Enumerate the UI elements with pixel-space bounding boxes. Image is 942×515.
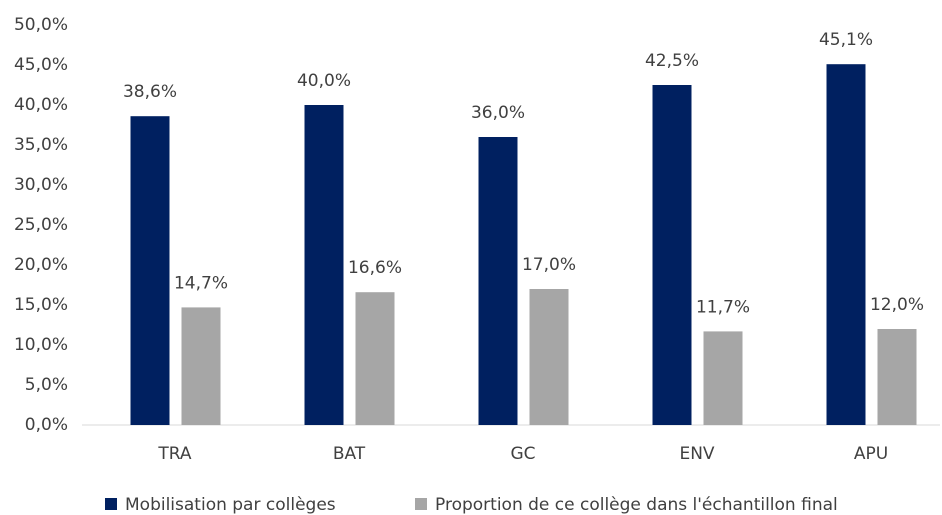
bar [877, 329, 917, 425]
data-label: 12,0% [870, 295, 924, 315]
y-tick-label: 5,0% [25, 375, 68, 395]
y-tick-label: 25,0% [14, 215, 68, 235]
bar [355, 292, 395, 425]
data-label: 16,6% [348, 258, 402, 278]
bar [130, 116, 170, 425]
legend-swatch [105, 498, 117, 510]
y-tick-label: 20,0% [14, 255, 68, 275]
data-label: 45,1% [819, 30, 873, 50]
bar [529, 289, 569, 425]
bar [478, 137, 518, 425]
x-tick-label: APU [854, 444, 888, 464]
x-tick-label: TRA [157, 444, 192, 464]
data-label: 36,0% [471, 103, 525, 123]
bar [826, 64, 866, 425]
bar [304, 105, 344, 425]
data-label: 42,5% [645, 51, 699, 71]
data-label: 11,7% [696, 297, 750, 317]
legend-swatch [415, 498, 427, 510]
data-label: 14,7% [174, 273, 228, 293]
x-tick-label: GC [510, 444, 535, 464]
y-tick-label: 35,0% [14, 135, 68, 155]
y-tick-label: 30,0% [14, 175, 68, 195]
y-tick-label: 0,0% [25, 415, 68, 435]
data-label: 38,6% [123, 82, 177, 102]
data-label: 17,0% [522, 255, 576, 275]
y-tick-label: 50,0% [14, 15, 68, 35]
y-tick-label: 40,0% [14, 95, 68, 115]
y-tick-label: 45,0% [14, 55, 68, 75]
bar [703, 331, 743, 425]
x-tick-label: BAT [333, 444, 366, 464]
bar [652, 85, 692, 425]
data-label: 40,0% [297, 71, 351, 91]
bar [181, 307, 221, 425]
legend-label: Proportion de ce collège dans l'échantil… [435, 495, 838, 515]
x-tick-label: ENV [679, 444, 714, 464]
y-tick-label: 10,0% [14, 335, 68, 355]
y-tick-label: 15,0% [14, 295, 68, 315]
legend-label: Mobilisation par collèges [125, 495, 336, 515]
